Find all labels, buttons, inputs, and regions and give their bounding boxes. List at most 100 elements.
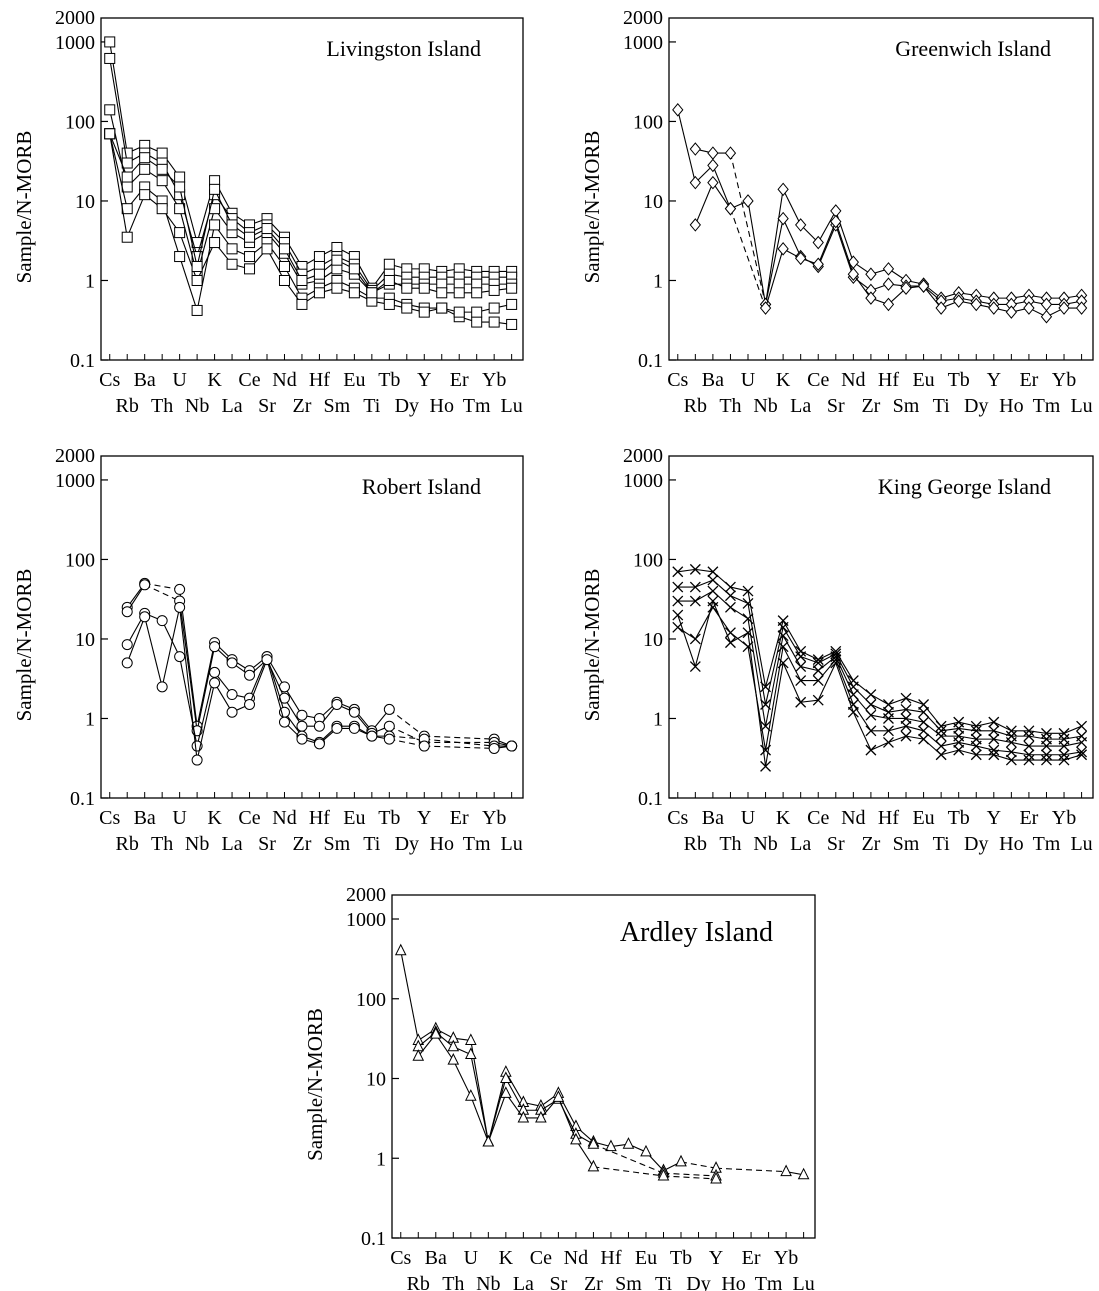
x-tick-label-tb: Tb (378, 807, 400, 829)
x-tick-label-ce: Ce (807, 369, 829, 391)
data-point-zr (865, 689, 877, 701)
data-point-ti (935, 301, 947, 315)
data-point-ti (935, 740, 947, 752)
data-point-nb (759, 301, 772, 315)
series-segment (557, 1097, 577, 1141)
data-point-cs (104, 104, 116, 116)
y-axis-label: Sample/N-MORB (12, 131, 36, 284)
x-tick-label-nb: Nb (476, 1273, 500, 1291)
x-tick-label-ce: Ce (238, 369, 260, 391)
data-point-eu (348, 287, 360, 299)
x-tick-label-rb: Rb (407, 1273, 430, 1291)
series-segment (284, 697, 303, 727)
series-segment (663, 1175, 717, 1180)
data-point-rb (121, 203, 133, 215)
x-tick-label-er: Er (450, 369, 469, 391)
x-tick-label-tb: Tb (948, 807, 970, 829)
data-point-tm (1041, 754, 1052, 766)
series-segment (109, 133, 128, 238)
series-segment (266, 656, 286, 713)
data-point-y (988, 716, 1000, 728)
data-point-zr (865, 267, 877, 281)
x-tick-label-la: La (222, 395, 243, 417)
x-tick-label-nb: Nb (185, 833, 209, 855)
data-point-y (988, 301, 1000, 315)
series-segment (730, 606, 749, 620)
series-segment (1028, 730, 1047, 734)
panel-title: Robert Island (362, 474, 481, 499)
series-segment (747, 200, 767, 305)
panel-2: 2000 1000 100 10 1 0.1 Sample/N-MORB Greenwich … (580, 7, 1094, 417)
series-segment (179, 256, 198, 311)
data-point-u (174, 227, 186, 239)
series-segment (976, 745, 994, 751)
data-point-sr (830, 645, 842, 657)
series-segment (677, 614, 696, 667)
data-point-nd (570, 1132, 582, 1145)
data-point-ce (535, 1110, 547, 1123)
series-segment (388, 708, 425, 737)
x-tick-label-tm: Tm (1033, 833, 1061, 855)
data-point-k (500, 1071, 512, 1084)
data-point-sr (261, 654, 273, 666)
x-tick-label-lu: Lu (501, 395, 523, 417)
x-tick-label-zr: Zr (293, 833, 312, 855)
plot-frame (100, 17, 524, 361)
y-tick-label: 1 (376, 1148, 386, 1170)
data-point-la (795, 251, 807, 266)
data-point-nb (191, 260, 203, 272)
x-tick-label-ho: Ho (999, 833, 1023, 855)
series-segment (852, 711, 872, 751)
data-point-rb (689, 581, 701, 593)
data-point-nd (278, 243, 290, 255)
data-point-dy (970, 720, 982, 732)
y-tick-label: 2000 (346, 884, 386, 906)
panel-title: King George Island (878, 474, 1051, 499)
series-segment (389, 725, 425, 743)
y-tick-label: 0.1 (638, 350, 663, 372)
data-point-sm (900, 713, 912, 724)
x-tick-label-cs: Cs (667, 369, 688, 391)
x-tick-label-la: La (790, 395, 811, 417)
data-point-th (724, 146, 737, 160)
data-point-ce (812, 654, 824, 666)
series-segment (765, 662, 784, 767)
x-tick-label-ba: Ba (425, 1247, 447, 1269)
series-segment (452, 1059, 472, 1097)
series-segment (782, 189, 802, 226)
series-segment (716, 1167, 787, 1173)
data-point-dy (970, 725, 982, 737)
series-segment (677, 626, 696, 640)
series-segment (941, 741, 959, 747)
x-tick-label-zr: Zr (861, 833, 880, 855)
data-point-tb (383, 703, 395, 715)
data-point-tb (675, 1154, 687, 1167)
data-point-u (742, 585, 754, 597)
data-point-rb (689, 595, 701, 607)
x-tick-label-th: Th (719, 833, 741, 855)
x-tick-label-sr: Sr (549, 1273, 567, 1291)
data-point-er (1023, 740, 1035, 752)
data-point-la (795, 645, 807, 657)
data-point-cs (104, 128, 116, 140)
data-point-ce (244, 251, 256, 263)
x-tick-label-k: K (776, 807, 791, 829)
data-point-cs (394, 943, 407, 956)
data-point-sm (900, 281, 912, 295)
data-point-dy (970, 740, 982, 752)
x-tick-label-eu: Eu (912, 369, 934, 391)
series-segment (677, 109, 696, 183)
data-point-zr (865, 725, 877, 737)
series-4 (121, 601, 518, 766)
series-segment (712, 600, 731, 643)
data-point-ba (707, 585, 719, 597)
data-point-ba (139, 189, 151, 201)
data-point-nb (760, 760, 772, 772)
x-tick-label-sm: Sm (324, 833, 351, 855)
data-point-hf (313, 251, 325, 263)
data-point-u (174, 583, 186, 595)
series-segment (424, 738, 495, 747)
x-tick-label-eu: Eu (343, 369, 365, 391)
series-segment (835, 659, 854, 705)
y-tick-label: 100 (633, 111, 663, 133)
